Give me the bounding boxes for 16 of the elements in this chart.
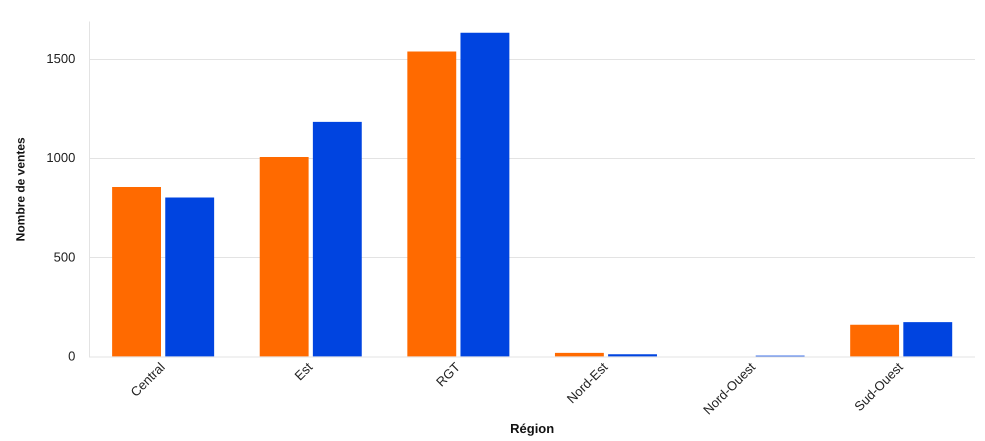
- y-tick-label: 0: [68, 348, 76, 364]
- y-tick-label: 500: [54, 249, 76, 264]
- bar: [312, 122, 362, 356]
- y-axis-title: Nombre de ventes: [14, 136, 28, 242]
- bar: [850, 324, 900, 356]
- x-tick-label: Est: [291, 359, 316, 384]
- bar: [554, 352, 604, 356]
- bar: [165, 197, 214, 356]
- bar: [903, 322, 952, 356]
- bar: [407, 52, 456, 356]
- x-axis-title: Région: [510, 420, 554, 436]
- y-tick-label: 1000: [46, 150, 76, 166]
- bar: [460, 32, 510, 356]
- y-tick-label: 1500: [46, 51, 76, 66]
- bar: [112, 186, 161, 356]
- bar: [260, 157, 309, 356]
